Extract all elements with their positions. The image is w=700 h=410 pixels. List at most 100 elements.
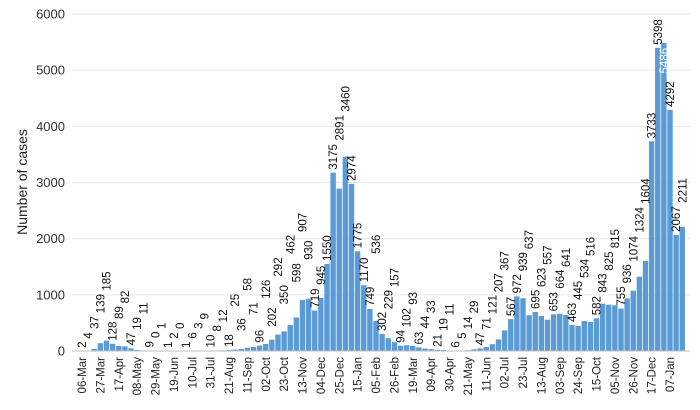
data-label: 25 xyxy=(230,294,242,307)
data-label: 2211 xyxy=(677,178,689,203)
x-tick-label: 15-Jan xyxy=(353,357,365,392)
bar xyxy=(367,308,373,351)
data-label: 292 xyxy=(273,257,285,276)
data-label: 350 xyxy=(279,285,291,304)
bar xyxy=(263,343,269,351)
bar xyxy=(122,346,128,351)
bar xyxy=(489,344,496,351)
bar xyxy=(361,285,367,351)
bar xyxy=(354,251,361,351)
x-tick-label: 02-Jul xyxy=(500,357,512,388)
data-label: 1074 xyxy=(628,235,640,261)
x-tick-label: 05-Nov xyxy=(610,357,622,394)
data-label: 71 xyxy=(249,302,261,315)
data-label: 9 xyxy=(200,313,212,319)
bar xyxy=(379,334,385,351)
y-tick-label: 2000 xyxy=(36,231,65,246)
data-label: 29 xyxy=(469,301,481,314)
bar xyxy=(648,141,655,351)
bar xyxy=(563,314,569,351)
data-label: 19 xyxy=(438,318,450,331)
x-tick-label: 08-May xyxy=(132,357,144,396)
bar xyxy=(250,347,257,351)
data-label: 1 xyxy=(163,342,175,348)
data-label: 6 xyxy=(187,332,199,338)
data-label: 462 xyxy=(285,235,297,254)
bar xyxy=(440,349,447,351)
data-label: 749 xyxy=(365,287,377,306)
x-tick-label: 21-Aug xyxy=(224,357,236,394)
x-axis-ticks: 06-Mar 27-Mar 17-Apr 08-May 29-May 19-Jun 10-J… xyxy=(77,356,677,395)
bar xyxy=(569,324,575,351)
bar xyxy=(416,347,422,351)
data-label: 1 xyxy=(157,323,169,329)
data-label: 89 xyxy=(114,306,126,319)
data-label: 653 xyxy=(549,292,561,311)
data-label: 0 xyxy=(151,332,163,338)
data-label: 4 xyxy=(83,332,95,339)
y-tick-label: 0 xyxy=(58,344,65,359)
bar xyxy=(410,345,416,351)
data-label: 936 xyxy=(622,264,634,283)
data-label: 139 xyxy=(95,294,107,313)
data-label: 664 xyxy=(555,269,567,289)
data-label: 972 xyxy=(512,274,524,293)
data-label: 10 xyxy=(206,335,218,348)
bar xyxy=(397,345,404,351)
bar xyxy=(471,349,477,351)
x-tick-label: 21-May xyxy=(463,357,475,396)
x-tick-label: 04-Dec xyxy=(316,357,328,394)
bar xyxy=(232,349,238,351)
data-label: 58 xyxy=(242,278,254,291)
x-tick-label: 29-May xyxy=(151,357,163,396)
data-label: 102 xyxy=(402,308,414,327)
bar xyxy=(305,298,312,351)
bar xyxy=(538,316,545,351)
bar xyxy=(128,348,134,351)
bar xyxy=(575,326,581,351)
data-label: 5 xyxy=(457,332,469,338)
bar xyxy=(526,315,532,351)
bar xyxy=(642,260,649,351)
data-label: 536 xyxy=(371,235,383,254)
bar xyxy=(508,319,514,351)
data-label: 185 xyxy=(102,271,114,290)
data-label: 21 xyxy=(432,334,444,347)
data-label: 939 xyxy=(518,252,530,271)
bar xyxy=(103,340,110,351)
bar xyxy=(477,348,483,351)
bar xyxy=(293,317,300,351)
x-tick-label: 06-Mar xyxy=(77,357,89,394)
bar xyxy=(403,345,410,351)
x-tick-label: 19-Mar xyxy=(408,357,420,394)
data-label: 1604 xyxy=(641,178,653,204)
data-label: 3460 xyxy=(340,86,352,112)
data-label: 2891 xyxy=(334,115,346,141)
data-label: 598 xyxy=(291,263,303,282)
y-tick-label: 4000 xyxy=(36,119,65,134)
data-label: 1324 xyxy=(634,206,646,232)
y-tick-label: 1000 xyxy=(36,287,65,302)
data-label: 567 xyxy=(506,297,518,316)
bar xyxy=(606,304,612,351)
data-label: 96 xyxy=(255,330,267,343)
data-label: 695 xyxy=(530,290,542,309)
data-label: 93 xyxy=(408,292,420,305)
bar xyxy=(501,330,508,351)
data-label: 9 xyxy=(144,341,156,347)
bar xyxy=(667,109,673,351)
data-label: 63 xyxy=(414,332,426,345)
bar xyxy=(636,276,643,351)
bar xyxy=(312,310,318,351)
data-label: 202 xyxy=(267,307,279,326)
data-label: 5486 xyxy=(659,48,671,74)
data-label: 719 xyxy=(310,288,322,307)
x-tick-label: 11-Sep xyxy=(242,357,254,393)
bar xyxy=(428,349,434,351)
bar xyxy=(91,348,97,351)
bar xyxy=(434,349,440,351)
bar xyxy=(324,263,330,351)
x-tick-label: 19-Jun xyxy=(169,357,181,392)
data-label: 534 xyxy=(579,258,591,278)
